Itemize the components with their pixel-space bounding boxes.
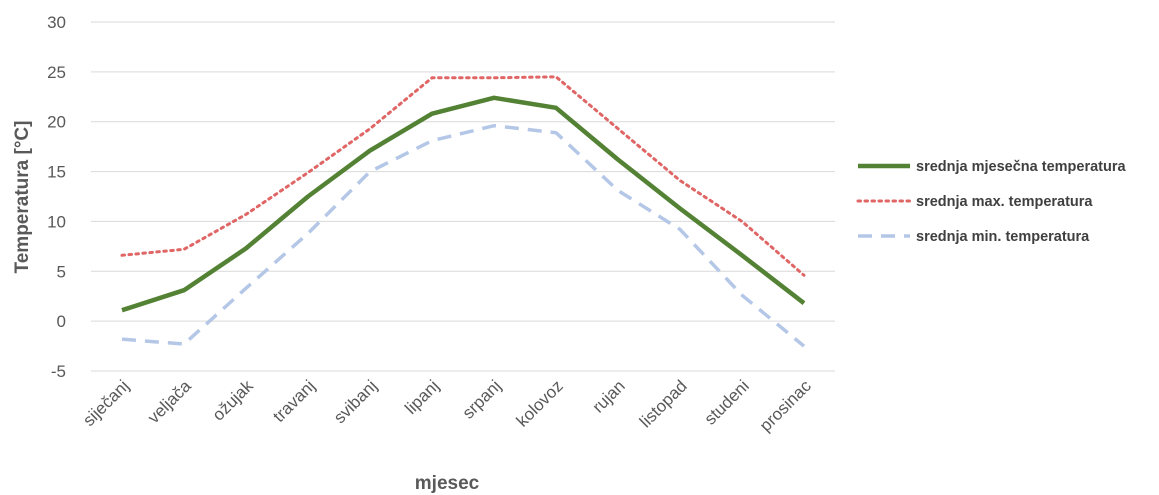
legend-label: srednja max. temperatura xyxy=(916,194,1093,210)
x-tick-label: siječanj xyxy=(79,376,133,430)
x-tick-label: prosinac xyxy=(756,376,815,435)
series-line xyxy=(120,75,806,277)
y-tick-label: 20 xyxy=(47,113,66,132)
x-tick-label: travanj xyxy=(269,376,319,426)
series-line xyxy=(121,123,806,348)
x-tick-label: svibanj xyxy=(330,376,381,427)
y-tick-label: 5 xyxy=(57,262,66,281)
gridlines xyxy=(91,21,835,372)
y-tick-label: 25 xyxy=(47,63,66,82)
legend-label: srednja min. temperatura xyxy=(916,229,1090,245)
y-tick-label: 10 xyxy=(47,212,66,231)
series-line xyxy=(121,95,806,313)
x-tick-label: srpanj xyxy=(459,376,505,422)
y-tick-label: 15 xyxy=(47,163,66,182)
x-tick-label: lipanj xyxy=(401,376,443,418)
series-lines xyxy=(120,75,806,348)
x-tick-label: veljača xyxy=(144,376,195,427)
x-axis-title: mjesec xyxy=(415,473,480,494)
y-axis-ticks: -5 0 5 10 15 20 25 30 xyxy=(47,13,66,381)
x-axis-ticks: siječanj veljača ožujak travanj svibanj lipan… xyxy=(79,376,815,435)
legend-label: srednja mjesečna temperatura xyxy=(916,159,1126,175)
x-tick-label: rujan xyxy=(589,376,629,416)
x-tick-label: kolovoz xyxy=(513,376,567,430)
x-tick-label: listopad xyxy=(636,376,691,431)
y-tick-label: 0 xyxy=(57,312,66,331)
y-axis-title: Temperatura [°C] xyxy=(12,121,33,274)
x-tick-label: studeni xyxy=(701,376,753,428)
legend: srednja mjesečna temperatura srednja max.… xyxy=(856,159,1126,245)
x-tick-label: ožujak xyxy=(209,376,258,425)
y-tick-label: 30 xyxy=(47,13,66,32)
y-tick-label: -5 xyxy=(51,362,66,381)
